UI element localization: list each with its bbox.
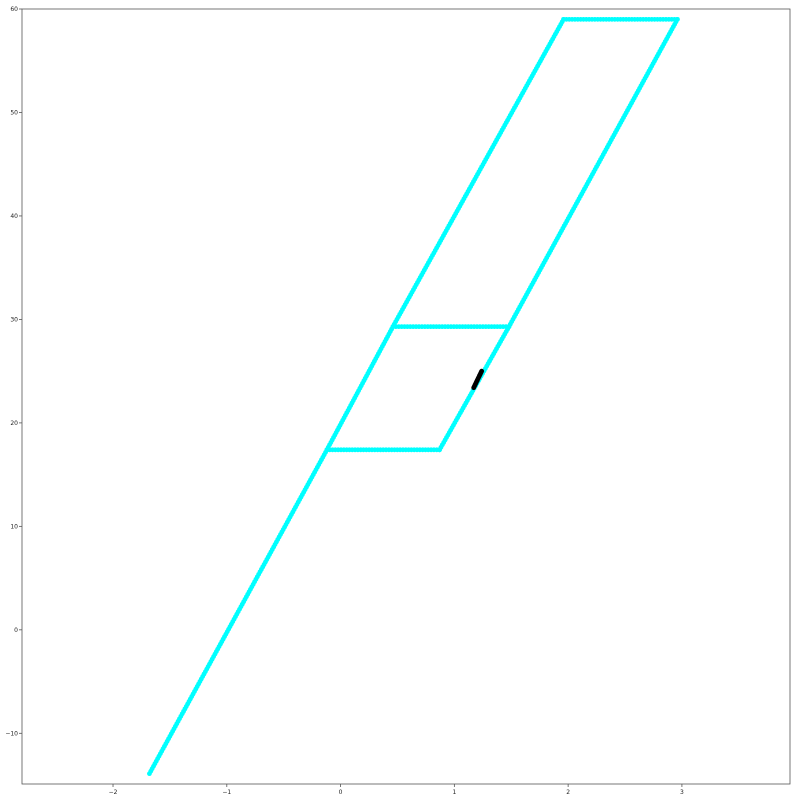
y-tick-label: −10: [5, 730, 18, 737]
x-tick-label: 1: [452, 789, 456, 796]
plot-frame: [21, 8, 791, 785]
y-tick-label: 60: [10, 6, 18, 13]
y-tick-label: 10: [10, 523, 18, 530]
x-tick-label: −2: [109, 789, 118, 796]
y-tick-label: 20: [10, 420, 18, 427]
x-axis-ticks: −2 −1 0 1 2 3: [109, 784, 684, 796]
x-tick-label: 3: [680, 789, 684, 796]
x-tick-label: 0: [339, 789, 343, 796]
y-tick-label: 50: [10, 109, 18, 116]
x-tick-label: −1: [222, 789, 231, 796]
data-points: [147, 16, 680, 777]
data-point-s0-g7-50: [437, 447, 442, 453]
y-axis-ticks: −10 0 10 20 30 40 50 60: [5, 6, 22, 737]
y-tick-label: 40: [10, 213, 18, 220]
y-tick-label: 0: [14, 627, 18, 634]
y-tick-label: 30: [10, 316, 18, 323]
x-tick-label: 2: [566, 789, 570, 796]
data-point-s1-g0-14: [479, 368, 485, 374]
